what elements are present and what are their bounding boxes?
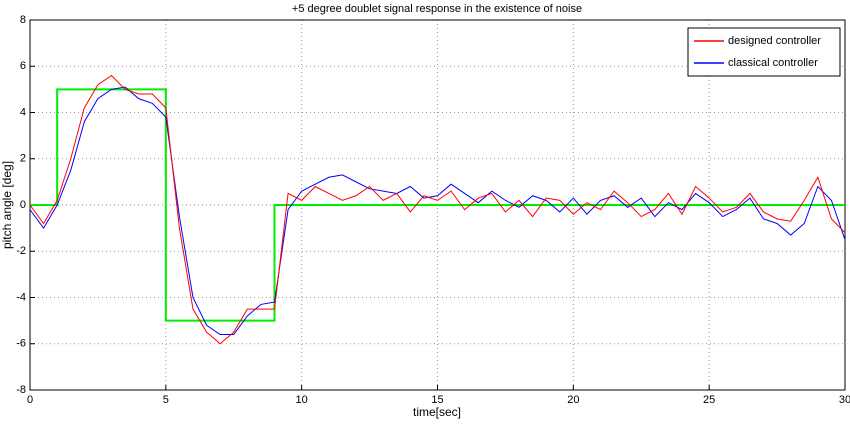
- x-tick-label: 20: [567, 394, 579, 406]
- legend-label: classical controller: [728, 57, 818, 69]
- x-tick-label: 30: [839, 394, 850, 406]
- y-tick-label: 4: [20, 106, 26, 118]
- series-line: [29, 74, 846, 345]
- y-tick-label: -4: [16, 291, 26, 303]
- y-tick-label: 6: [20, 60, 26, 72]
- y-tick-label: 2: [20, 153, 26, 165]
- y-tick-label: -8: [16, 384, 26, 396]
- y-tick-label: -6: [16, 338, 26, 350]
- y-tick-label: 8: [20, 14, 26, 26]
- chart-title: +5 degree doublet signal response in the…: [292, 3, 582, 15]
- legend-box: [687, 27, 841, 77]
- y-tick-label: -2: [16, 245, 26, 257]
- series-line: [29, 86, 846, 335]
- y-tick-label: 0: [20, 199, 26, 211]
- x-tick-label: 0: [27, 394, 33, 406]
- x-tick-label: 25: [703, 394, 715, 406]
- x-tick-label: 10: [296, 394, 308, 406]
- x-tick-label: 15: [431, 394, 443, 406]
- y-axis-label: pitch angle [deg]: [0, 161, 14, 249]
- x-tick-label: 5: [163, 394, 169, 406]
- legend-label: designed controller: [728, 35, 821, 47]
- series-line: [30, 88, 845, 322]
- x-axis-label: time[sec]: [413, 405, 461, 419]
